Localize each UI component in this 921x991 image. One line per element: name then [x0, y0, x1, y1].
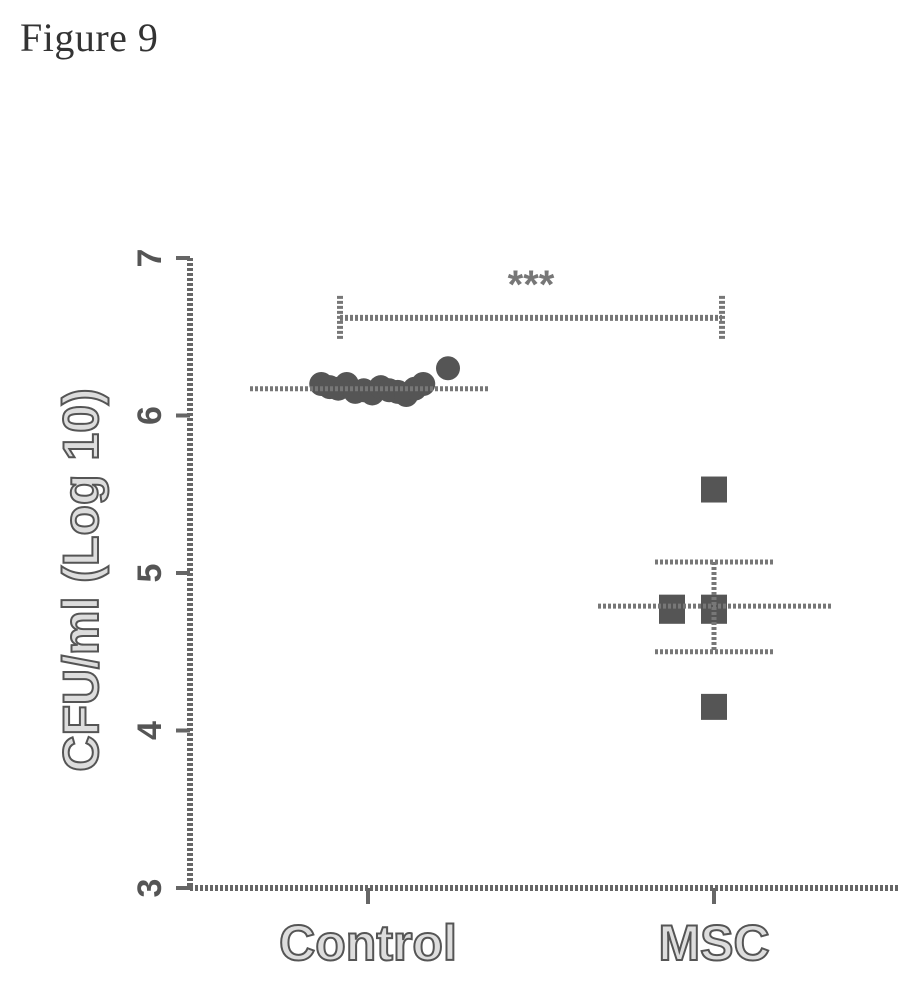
summary-bars	[250, 386, 832, 655]
y-tick-label: 7	[131, 249, 169, 268]
y-tick-label: 3	[131, 879, 169, 898]
x-tick-group: Control MSC	[278, 888, 771, 972]
x-tick-label: Control	[279, 915, 457, 971]
data-point	[436, 356, 460, 381]
y-tick-group: 3 4 5 6 7	[131, 249, 190, 898]
data-point	[701, 693, 727, 720]
y-tick-label: 6	[131, 406, 169, 425]
chart-axes	[187, 258, 900, 891]
y-tick-label: 4	[131, 721, 169, 740]
figure-title: Figure 9	[20, 15, 159, 60]
data-point	[701, 476, 727, 503]
y-tick-label: 5	[131, 564, 169, 583]
y-axis-label: CFU/ml (Log 10)	[53, 388, 109, 771]
x-tick-label: MSC	[658, 915, 769, 971]
significance-label: ***	[508, 263, 555, 307]
significance-bracket: ***	[337, 263, 725, 340]
data-point	[411, 372, 436, 396]
data-point	[659, 597, 685, 624]
data-points	[309, 356, 727, 720]
